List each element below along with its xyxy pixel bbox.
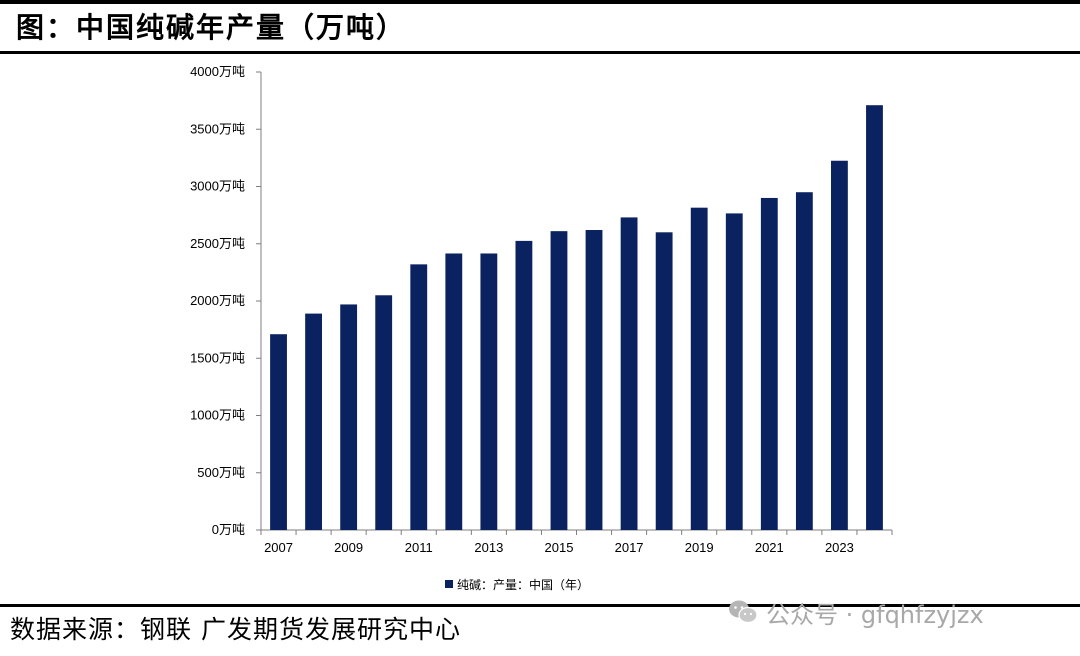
bar xyxy=(445,253,463,531)
y-tick-label: 3000万吨 xyxy=(190,179,245,194)
y-tick-label: 1000万吨 xyxy=(190,408,245,423)
x-tick-label: 2019 xyxy=(685,540,714,555)
watermark: 公众号 · gfqhfzyjzx xyxy=(728,594,984,630)
x-tick-label: 2023 xyxy=(825,540,854,555)
page-title: 图：中国纯碱年产量（万吨） xyxy=(16,11,407,44)
y-tick-label: 4000万吨 xyxy=(190,64,245,79)
legend-label: 纯碱：产量：中国（年） xyxy=(457,577,589,592)
bar xyxy=(550,231,568,530)
x-tick-label: 2007 xyxy=(264,540,293,555)
y-tick-label: 2000万吨 xyxy=(190,293,245,308)
bar xyxy=(866,105,883,530)
top-rule xyxy=(0,0,1080,4)
bottom-rule xyxy=(0,604,1080,607)
bar xyxy=(795,192,813,530)
x-tick-label: 2017 xyxy=(615,540,644,555)
bar xyxy=(410,264,428,530)
bar xyxy=(305,313,322,530)
wechat-icon xyxy=(729,600,758,624)
x-tick-label: 2015 xyxy=(545,540,574,555)
bar xyxy=(375,295,393,530)
bar xyxy=(480,253,498,531)
y-tick-label: 2500万吨 xyxy=(190,236,245,251)
title-rule xyxy=(0,51,1080,54)
x-tick-label: 2013 xyxy=(474,540,503,555)
y-tick-label: 0万吨 xyxy=(212,522,245,537)
bar xyxy=(515,240,533,530)
bar-chart: 0万吨 500万吨 1000万吨 1500万吨 2000万吨 2500万吨 3000万吨 35… xyxy=(190,64,893,592)
bar xyxy=(760,197,778,530)
bar xyxy=(690,207,708,530)
bar xyxy=(725,213,743,530)
y-tick-label: 500万吨 xyxy=(197,465,245,480)
legend-swatch xyxy=(445,580,453,588)
y-tick-label: 1500万吨 xyxy=(190,350,245,365)
watermark-text: 公众号 · gfqhfzyjzx xyxy=(766,600,984,629)
source-note: 数据来源：钢联 广发期货发展研究中心 xyxy=(10,615,461,644)
bar xyxy=(655,232,673,531)
bar xyxy=(620,217,638,531)
bar xyxy=(340,304,358,530)
bar xyxy=(831,160,848,530)
y-tick-label: 3500万吨 xyxy=(190,121,245,136)
x-tick-label: 2009 xyxy=(334,540,363,555)
bar xyxy=(585,230,603,530)
x-tick-label: 2011 xyxy=(405,540,433,555)
bar xyxy=(270,334,287,530)
x-tick-label: 2021 xyxy=(755,540,784,555)
